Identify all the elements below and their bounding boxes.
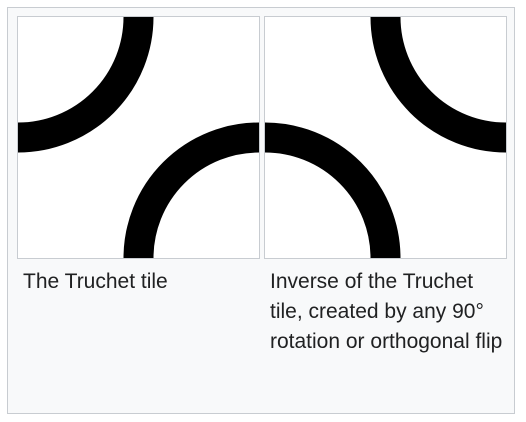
truchet-tile-svg (18, 17, 259, 258)
inverse-truchet-tile-svg (265, 17, 506, 258)
top-left-arc (18, 17, 154, 153)
bottom-left-arc (265, 122, 401, 258)
tile-gallery: The Truchet tile Inverse of the Truchet … (7, 7, 515, 414)
truchet-tile-image (17, 16, 260, 259)
bottom-right-arc (123, 122, 259, 258)
inverse-truchet-tile-caption: Inverse of the Truchet tile, created by … (270, 270, 503, 353)
truchet-tile-caption: The Truchet tile (23, 270, 168, 293)
inverse-truchet-tile-image (264, 16, 507, 259)
top-right-arc (370, 17, 506, 153)
